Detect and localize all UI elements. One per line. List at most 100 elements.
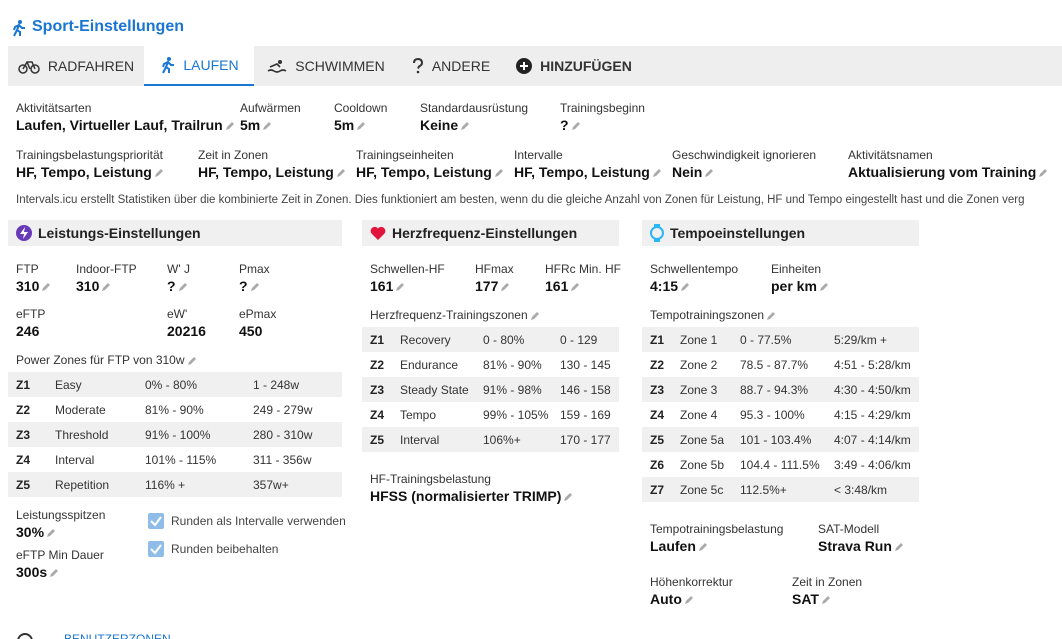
text: 357w+ [253, 478, 289, 492]
field-value[interactable]: Aktualisierung vom Training [848, 164, 1048, 180]
field-value[interactable]: HF, Tempo, Leistung [356, 164, 504, 180]
tab-label[interactable]: LAUFEN [183, 57, 239, 73]
text: Höhenkorrektur [650, 575, 733, 589]
edit-icon[interactable] [356, 121, 366, 131]
edit-icon[interactable] [154, 168, 164, 178]
edit-icon[interactable] [1038, 168, 1048, 178]
edit-icon[interactable] [563, 492, 573, 502]
text: 4:30 - 4:50/km [834, 383, 911, 397]
field-value[interactable]: Nein [672, 164, 714, 180]
edit-icon[interactable] [178, 282, 188, 292]
field-value[interactable]: Laufen, Virtueller Lauf, Trailrun [16, 117, 235, 133]
field-label: Schwellen-HF [370, 262, 445, 276]
edit-icon[interactable] [250, 282, 260, 292]
text: 88.7 - 94.3% [740, 383, 809, 397]
edit-icon[interactable] [698, 542, 708, 552]
edit-icon[interactable] [821, 595, 831, 605]
edit-icon[interactable] [652, 168, 662, 178]
tab-label[interactable]: HINZUFÜGEN [540, 58, 632, 74]
text: Z4 [16, 453, 31, 467]
zone-cell: Easy [55, 378, 82, 392]
field-label: SAT-Modell [818, 522, 879, 536]
edit-icon[interactable] [187, 356, 197, 366]
edit-icon[interactable] [395, 282, 405, 292]
zone-cell: Zone 4 [680, 408, 717, 422]
field-value[interactable]: Strava Run [818, 538, 904, 554]
field-value[interactable]: SAT [792, 591, 831, 607]
field-value[interactable]: HF, Tempo, Leistung [514, 164, 662, 180]
checkbox-label[interactable]: Runden beibehalten [171, 542, 279, 556]
field-label: eW' [167, 307, 187, 321]
tab[interactable]: RADFAHREN [8, 46, 144, 86]
field-value[interactable]: Auto [650, 591, 694, 607]
field-value[interactable]: per km [771, 278, 829, 294]
link-text[interactable]: BENUTZERZONEN [64, 632, 171, 639]
zone-cell: Z4 [370, 408, 384, 422]
text: Intervals.icu erstellt Statistiken über … [16, 194, 1025, 206]
edit-icon[interactable] [500, 282, 510, 292]
edit-icon[interactable] [571, 121, 581, 131]
edit-icon[interactable] [46, 528, 56, 538]
zone-cell: Z3 [370, 383, 384, 397]
field-value[interactable]: Laufen [650, 538, 708, 554]
edit-icon[interactable] [460, 121, 470, 131]
field-value[interactable]: ? [167, 278, 188, 294]
checkbox[interactable]: Runden als Intervalle verwenden [148, 513, 346, 529]
tab[interactable]: ANDERE [398, 46, 504, 86]
zone-cell: 146 - 158 [560, 383, 611, 397]
zone-cell: Z2 [370, 358, 384, 372]
edit-icon[interactable] [530, 311, 540, 321]
text: 4:51 - 5:28/km [834, 358, 911, 372]
text: Interval [400, 433, 440, 447]
edit-icon[interactable] [894, 542, 904, 552]
edit-icon[interactable] [262, 121, 272, 131]
edit-icon[interactable] [41, 282, 51, 292]
zone-row [8, 397, 342, 422]
field-value[interactable]: Keine [420, 117, 470, 133]
edit-icon[interactable] [336, 168, 346, 178]
field-value[interactable]: 177 [475, 278, 510, 294]
field-value[interactable]: 300s [16, 564, 59, 580]
tab[interactable]: LAUFEN [144, 46, 254, 86]
text: Easy [55, 378, 82, 392]
checkbox-label[interactable]: Runden als Intervalle verwenden [171, 514, 346, 528]
tab-label[interactable]: ANDERE [431, 58, 491, 74]
field-value[interactable]: 4:15 [650, 278, 690, 294]
edit-icon[interactable] [680, 282, 690, 292]
edit-icon[interactable] [225, 121, 235, 131]
field-value[interactable]: ? [239, 278, 260, 294]
field-value[interactable]: ? [560, 117, 581, 133]
footer-link[interactable]: BENUTZERZONEN [16, 632, 171, 639]
field-value[interactable]: HFSS (normalisierter TRIMP) [370, 488, 573, 504]
text: 246 [16, 323, 40, 339]
tab-label[interactable]: SCHWIMMEN [295, 58, 385, 74]
tab[interactable]: SCHWIMMEN [254, 46, 398, 86]
edit-icon[interactable] [101, 282, 111, 292]
field-value[interactable]: 161 [545, 278, 580, 294]
field-value[interactable]: HF, Tempo, Leistung [198, 164, 346, 180]
text: 310 [16, 278, 40, 294]
field-value[interactable]: 30% [16, 524, 56, 540]
edit-icon[interactable] [819, 282, 829, 292]
edit-icon[interactable] [494, 168, 504, 178]
field-value[interactable]: 5m [334, 117, 366, 133]
field-value[interactable]: 5m [240, 117, 272, 133]
edit-icon[interactable] [49, 568, 59, 578]
edit-icon[interactable] [704, 168, 714, 178]
zone-cell: Zone 5b [680, 458, 724, 472]
field-value[interactable]: 161 [370, 278, 405, 294]
text: Endurance [400, 358, 459, 372]
field-value[interactable]: 310 [16, 278, 51, 294]
text: Keine [420, 117, 459, 133]
edit-icon[interactable] [766, 311, 776, 321]
tab-label[interactable]: RADFAHREN [47, 58, 135, 74]
edit-icon[interactable] [684, 595, 694, 605]
field-value[interactable]: HF, Tempo, Leistung [16, 164, 164, 180]
text: Tempotrainingsbelastung [650, 522, 784, 536]
checkbox[interactable]: Runden beibehalten [148, 541, 278, 557]
edit-icon[interactable] [570, 282, 580, 292]
text: 130 - 145 [560, 358, 611, 372]
field-value[interactable]: 310 [76, 278, 111, 294]
tab[interactable]: HINZUFÜGEN [504, 46, 644, 86]
text: Zone 4 [680, 408, 718, 422]
